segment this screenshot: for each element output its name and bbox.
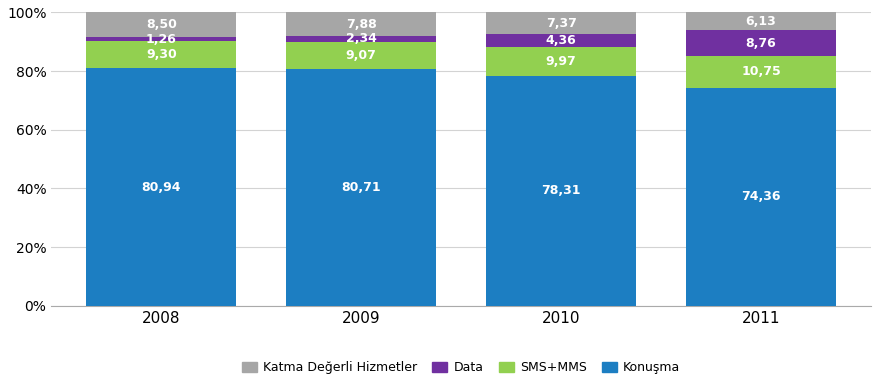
Bar bbox=[685, 13, 835, 31]
Text: 80,94: 80,94 bbox=[141, 181, 181, 194]
Text: 80,71: 80,71 bbox=[341, 181, 381, 194]
Bar bbox=[286, 13, 436, 36]
Text: 1,26: 1,26 bbox=[146, 33, 176, 46]
Bar bbox=[486, 13, 636, 34]
Legend: Katma Değerli Hizmetler, Data, SMS+MMS, Konuşma: Katma Değerli Hizmetler, Data, SMS+MMS, … bbox=[237, 356, 685, 379]
Bar bbox=[86, 41, 236, 68]
Bar bbox=[685, 88, 835, 306]
Text: 78,31: 78,31 bbox=[541, 184, 581, 198]
Bar bbox=[486, 47, 636, 76]
Bar bbox=[286, 36, 436, 42]
Bar bbox=[86, 13, 236, 37]
Text: 8,76: 8,76 bbox=[745, 37, 775, 50]
Bar bbox=[685, 56, 835, 88]
Bar bbox=[486, 34, 636, 47]
Text: 7,88: 7,88 bbox=[346, 18, 376, 31]
Bar bbox=[486, 76, 636, 306]
Text: 9,97: 9,97 bbox=[545, 55, 576, 68]
Text: 7,37: 7,37 bbox=[545, 17, 576, 30]
Text: 2,34: 2,34 bbox=[346, 33, 376, 45]
Bar bbox=[86, 68, 236, 306]
Text: 9,07: 9,07 bbox=[346, 49, 376, 62]
Bar bbox=[86, 37, 236, 41]
Text: 74,36: 74,36 bbox=[740, 190, 780, 203]
Text: 8,50: 8,50 bbox=[146, 18, 176, 31]
Text: 9,30: 9,30 bbox=[146, 48, 176, 61]
Bar bbox=[286, 42, 436, 69]
Bar bbox=[286, 69, 436, 306]
Text: 10,75: 10,75 bbox=[740, 65, 780, 78]
Bar bbox=[685, 31, 835, 56]
Text: 6,13: 6,13 bbox=[745, 15, 775, 28]
Text: 4,36: 4,36 bbox=[545, 34, 576, 47]
